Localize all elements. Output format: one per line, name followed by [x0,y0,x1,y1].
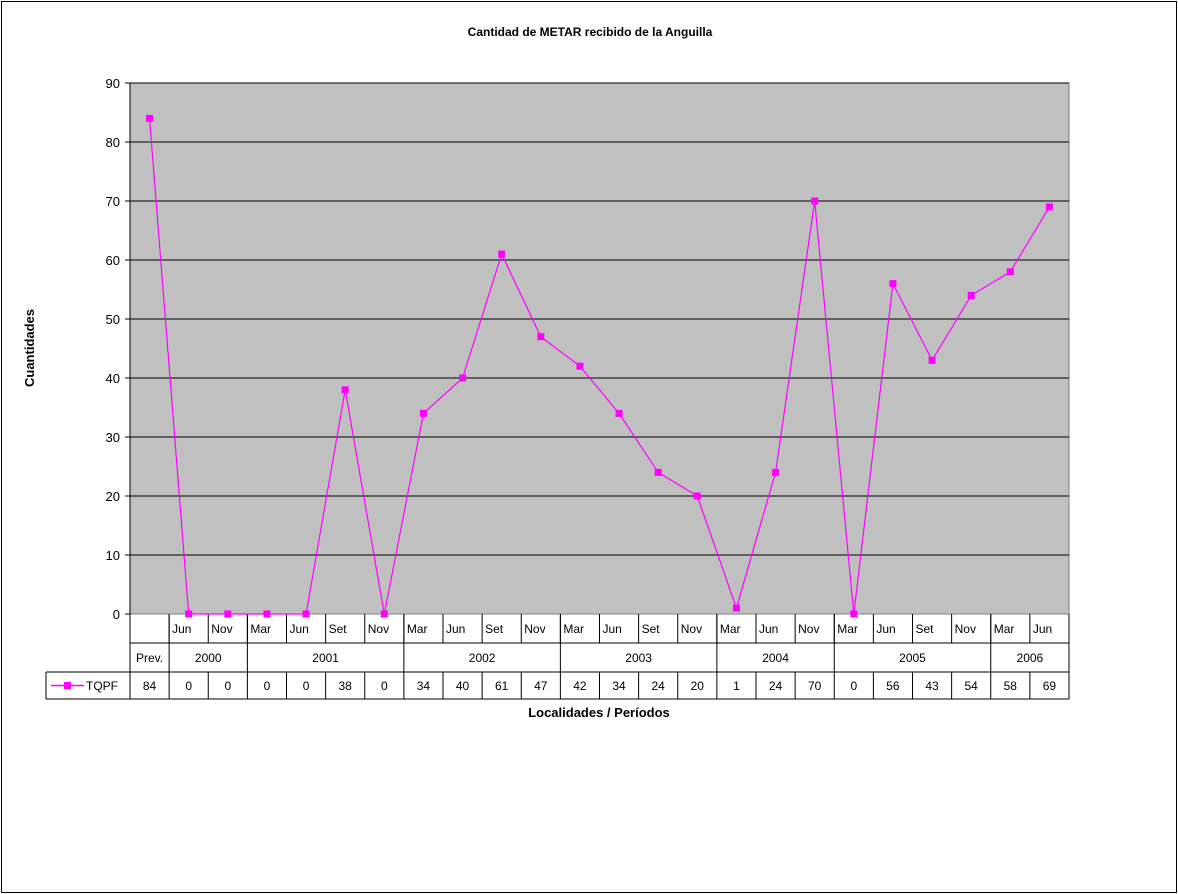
month-label: Nov [524,622,545,636]
data-value-label: 61 [495,679,509,693]
data-point [772,469,779,476]
group-label: 2006 [1017,651,1044,665]
month-label: Jun [1033,622,1052,636]
data-value-label: 0 [224,679,231,693]
month-label: Jun [172,622,191,636]
data-point [459,375,466,382]
month-label: Nov [211,622,232,636]
data-point [420,410,427,417]
month-label: Mar [250,622,271,636]
legend-label: TQPF [86,679,118,693]
x-axis-label: Localidades / Períodos [528,705,670,720]
data-value-label: 70 [808,679,822,693]
data-value-label: 34 [417,679,431,693]
y-axis-ticks: 0 10 20 30 40 50 60 70 80 90 [106,76,130,622]
month-label: Jun [290,622,309,636]
group-label: 2001 [312,651,339,665]
data-value-label: 69 [1043,679,1057,693]
data-value-label: 34 [612,679,626,693]
month-label: Set [485,622,504,636]
group-label: 2004 [762,651,789,665]
data-point [850,611,857,618]
data-value-label: 1 [733,679,740,693]
data-point [224,611,231,618]
data-point [146,115,153,122]
month-label: Mar [407,622,428,636]
data-point [616,410,623,417]
data-point [1007,268,1014,275]
data-value-label: 0 [185,679,192,693]
y-tick-label: 30 [106,430,120,445]
month-label: Jun [603,622,622,636]
group-label: 2000 [195,651,222,665]
plot-area [130,83,1069,614]
month-label: Nov [955,622,976,636]
data-value-label: 38 [339,679,353,693]
month-label: Mar [563,622,584,636]
month-label: Set [916,622,935,636]
data-value-label: 42 [573,679,587,693]
y-tick-label: 20 [106,489,120,504]
month-label: Nov [681,622,702,636]
data-value-label: 0 [850,679,857,693]
data-value-label: 0 [303,679,310,693]
data-value-label: 43 [925,679,939,693]
data-value-label: 20 [691,679,705,693]
month-label: Jun [446,622,465,636]
data-point [811,198,818,205]
data-point [1046,203,1053,210]
y-axis-label: Cuantidades [22,309,37,387]
month-label: Set [642,622,661,636]
data-point [576,363,583,370]
data-point [263,611,270,618]
y-tick-label: 40 [106,371,120,386]
data-value-label: 54 [965,679,979,693]
data-point [655,469,662,476]
y-tick-label: 80 [106,135,120,150]
data-point [381,611,388,618]
month-label: Jun [876,622,895,636]
y-tick-label: 0 [113,607,120,622]
data-value-label: 24 [652,679,666,693]
data-value-label: 40 [456,679,470,693]
data-point [733,605,740,612]
month-label: Set [329,622,348,636]
y-tick-label: 90 [106,76,120,91]
month-label: Jun [759,622,778,636]
data-point [342,386,349,393]
legend-marker [64,682,71,689]
group-label: 2003 [625,651,652,665]
month-label: Mar [837,622,858,636]
data-point [889,280,896,287]
y-tick-label: 60 [106,253,120,268]
data-value-label: 58 [1004,679,1018,693]
data-value-label: 0 [381,679,388,693]
data-value-label: 47 [534,679,548,693]
data-value-label: 0 [264,679,271,693]
data-point [537,333,544,340]
data-value-label: 56 [886,679,900,693]
data-point [498,251,505,258]
month-label: Nov [368,622,389,636]
data-value-label: 24 [769,679,783,693]
data-point [303,611,310,618]
data-point [185,611,192,618]
data-table: Jun Nov Mar Jun Set Nov Mar Jun Set Nov Mar Jun Set N… [46,614,1069,699]
month-label: Mar [720,622,741,636]
group-label: 2002 [469,651,496,665]
month-label: Mar [994,622,1015,636]
y-tick-label: 10 [106,548,120,563]
data-value-label: 84 [143,679,157,693]
y-tick-label: 50 [106,312,120,327]
data-point [694,493,701,500]
y-tick-label: 70 [106,194,120,209]
data-point [968,292,975,299]
chart-title: Cantidad de METAR recibido de la Anguill… [468,25,713,39]
month-label: Nov [798,622,819,636]
group-label: Prev. [136,651,163,665]
group-label: 2005 [899,651,926,665]
data-point [929,357,936,364]
